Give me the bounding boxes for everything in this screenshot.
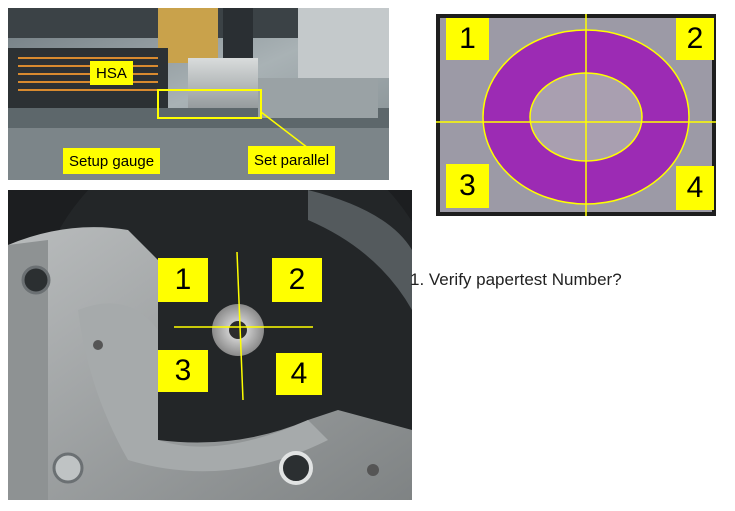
paper-quadrant-1: 1	[446, 18, 489, 60]
paper-quadrant-4: 4	[676, 166, 714, 210]
hsa-setup-photo: HSA Setup gauge Set parallel	[8, 8, 389, 180]
set-parallel-label: Set parallel	[248, 146, 336, 174]
disk-quadrant-1: 1	[158, 258, 208, 302]
disk-quadrant-3: 3	[158, 350, 208, 392]
hsa-label: HSA	[90, 61, 133, 85]
disk-photo: 1 2 3 4	[8, 190, 412, 500]
disk-quadrant-4: 4	[276, 353, 322, 395]
instruction-text: 1. Verify papertest Number?	[410, 270, 622, 289]
setup-gauge-label: Setup gauge	[63, 148, 161, 174]
paper-quadrant-2: 2	[676, 18, 714, 60]
paper-test-image: 1 2 3 4	[436, 14, 716, 216]
paper-quadrant-3: 3	[446, 164, 489, 208]
disk-photo-drawing	[8, 190, 412, 500]
set-parallel-highlight-box	[157, 89, 262, 119]
disk-quadrant-2: 2	[272, 258, 322, 302]
